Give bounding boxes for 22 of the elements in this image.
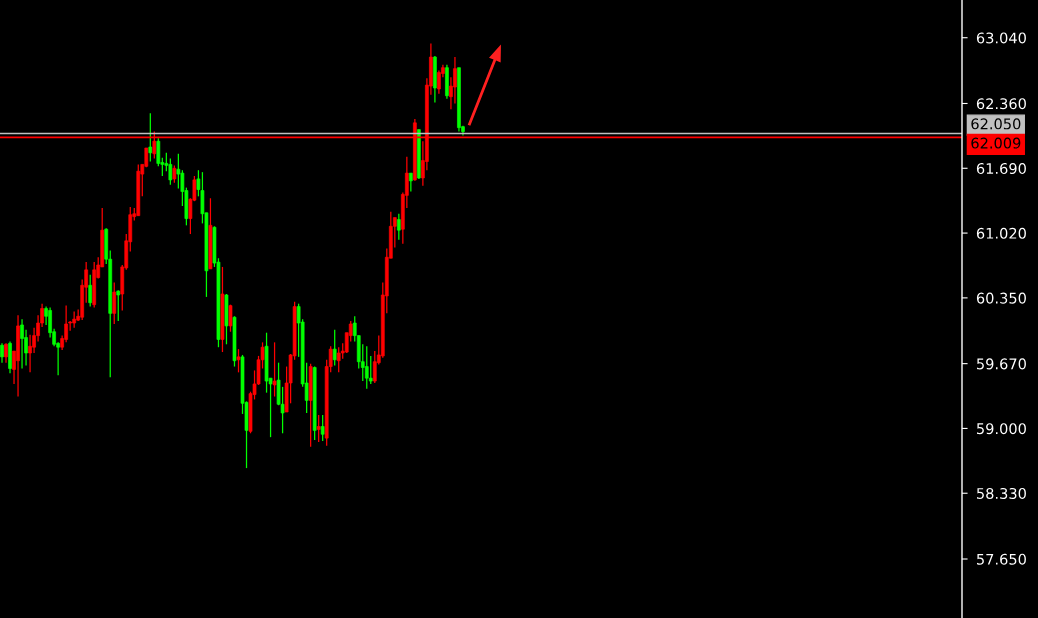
candlestick	[228, 304, 233, 333]
candlestick	[236, 348, 241, 373]
y-tick-label: 57.650	[977, 553, 1026, 565]
candlestick	[224, 293, 229, 345]
candlestick	[264, 332, 269, 394]
candlestick	[220, 266, 225, 353]
y-tick-label: 61.690	[976, 163, 1026, 175]
candlestick	[316, 414, 321, 443]
y-tick-label: 59.000	[977, 423, 1026, 435]
y-tick-label: 62.360	[976, 98, 1026, 110]
ref-line-label: 62.050	[971, 118, 1021, 130]
y-tick-label: 60.350	[976, 292, 1026, 304]
ref-line-label: 62.009	[971, 137, 1021, 149]
candlestick	[232, 315, 237, 368]
candlestick	[272, 341, 277, 398]
y-tick-label: 61.020	[976, 227, 1026, 239]
y-tick-label: 58.330	[977, 487, 1026, 499]
candlestick	[368, 355, 373, 385]
candlestick	[308, 363, 313, 448]
y-tick-label: 59.670	[977, 358, 1026, 370]
y-tick-label: 63.040	[976, 32, 1026, 44]
candlestick	[116, 289, 121, 322]
